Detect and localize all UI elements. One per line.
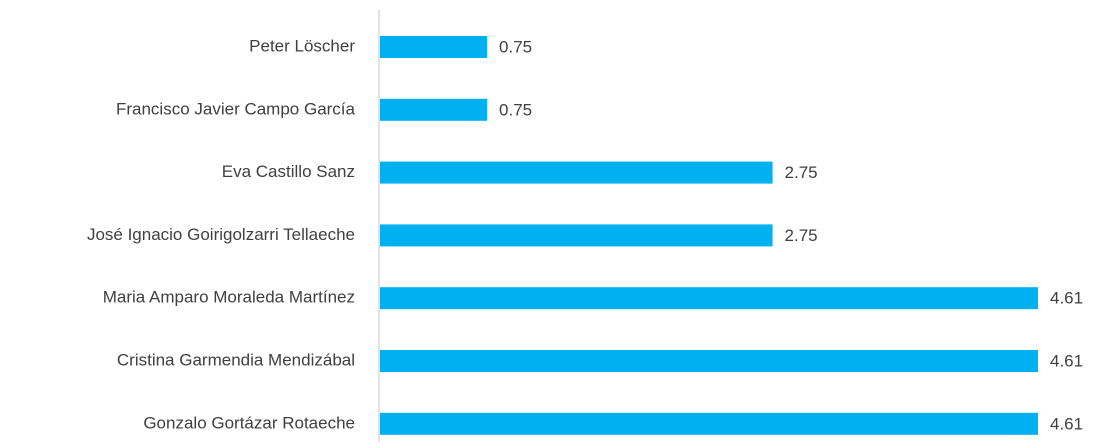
value-label: 2.75 [785,226,818,245]
bar [380,36,488,58]
value-label: 4.61 [1050,351,1083,370]
value-label: 4.61 [1050,289,1083,308]
category-label: Peter Löscher [249,36,355,55]
category-label: Francisco Javier Campo García [116,99,356,118]
value-label: 4.61 [1050,414,1083,433]
category-label: Maria Amparo Moraleda Martínez [103,288,355,307]
bar [380,412,1038,435]
bar [380,350,1038,372]
bar [380,224,773,247]
bar [380,98,488,121]
value-label: 0.75 [499,100,532,119]
bar [380,287,1038,310]
category-label: Gonzalo Gortázar Rotaeche [143,413,355,432]
bar [380,161,773,184]
category-label: Cristina Garmendia Mendizábal [117,350,355,369]
value-label: 2.75 [785,163,818,182]
value-label: 0.75 [499,37,532,56]
category-label: José Ignacio Goirigolzarri Tellaeche [87,225,355,244]
category-label: Eva Castillo Sanz [222,162,355,181]
